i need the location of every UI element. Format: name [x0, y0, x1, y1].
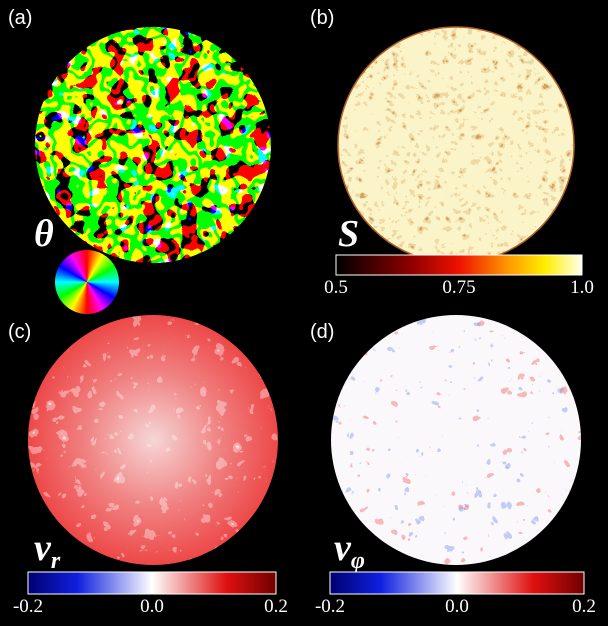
colorbar-tick-label: 0.2	[572, 596, 596, 617]
field-symbol: vφ	[334, 527, 365, 574]
colorbar-tick-label: 0.5	[324, 277, 348, 298]
colorbar	[329, 571, 585, 595]
field-symbol: vr	[34, 527, 61, 574]
field-symbol: S	[338, 213, 359, 255]
field-symbol: θ	[34, 213, 54, 255]
defect-lines	[338, 27, 574, 263]
negative-streaks	[331, 315, 581, 565]
colorbar-tick-label: 0.0	[445, 596, 469, 617]
symbol: v	[334, 527, 352, 569]
panel-label: (a)	[8, 7, 32, 29]
colorbar	[335, 254, 583, 276]
symbol: v	[34, 527, 52, 569]
colorbar	[27, 571, 277, 595]
color-wheel	[55, 250, 119, 314]
colorbar-tick-label: 0.0	[140, 596, 164, 617]
panel-label: (c)	[8, 321, 31, 343]
colorbar-tick-label: -0.2	[13, 596, 43, 617]
director-field	[35, 27, 271, 263]
velocity-streaks	[28, 315, 278, 565]
subscript: r	[51, 548, 61, 574]
colorbar-tick-label: 0.75	[442, 277, 475, 298]
colorbar-tick-label: -0.2	[315, 596, 345, 617]
colorbar-tick-label: 0.2	[264, 596, 288, 617]
subscript: φ	[351, 548, 365, 574]
panel-label: (b)	[310, 7, 334, 29]
colorbar-tick-label: 1.0	[570, 277, 594, 298]
panel-label: (d)	[310, 321, 334, 343]
